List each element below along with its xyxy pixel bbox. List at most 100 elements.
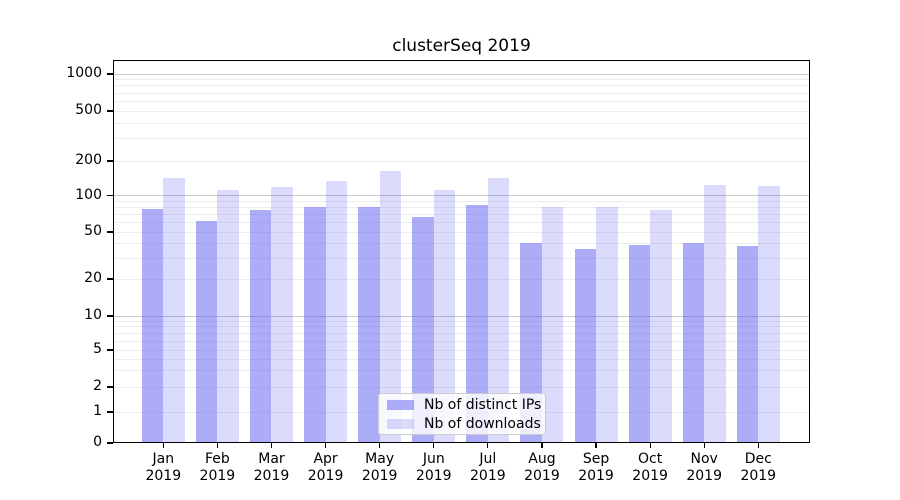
bar-downloads-oct xyxy=(650,210,672,443)
bar-downloads-feb xyxy=(217,189,239,443)
xtick-mark-jul xyxy=(487,443,489,448)
ytick-label-2: 2 xyxy=(93,378,102,394)
bar-distinct-ips-oct xyxy=(628,244,651,443)
ytick-label-50: 50 xyxy=(84,223,102,239)
ytick-mark-100 xyxy=(107,195,113,197)
legend-swatch-downloads xyxy=(387,418,414,429)
bar-distinct-ips-jan xyxy=(141,208,164,443)
ytick-label-1: 1 xyxy=(93,403,102,419)
ytick-label-20: 20 xyxy=(84,270,102,286)
ytick-mark-5 xyxy=(107,349,113,351)
xtick-mark-mar xyxy=(270,443,273,448)
legend-row-distinct-ips: Nb of distinct IPs xyxy=(387,397,541,413)
bar-distinct-ips-mar xyxy=(249,210,272,443)
minor-gridline-400 xyxy=(113,122,810,124)
xtick-label-may: May 2019 xyxy=(361,451,398,484)
xtick-mark-may xyxy=(379,443,381,448)
ytick-mark-1 xyxy=(107,411,113,413)
minor-gridline-4 xyxy=(113,358,810,360)
bar-distinct-ips-sep xyxy=(574,248,597,443)
xtick-label-jul: Jul 2019 xyxy=(470,451,506,484)
major-gridline-1000 xyxy=(113,73,810,75)
ytick-label-0: 0 xyxy=(93,434,102,450)
ytick-mark-0 xyxy=(107,442,113,444)
ytick-mark-1000 xyxy=(107,73,113,75)
minor-gridline-3 xyxy=(113,370,810,372)
legend-swatch-distinct-ips xyxy=(387,399,414,410)
xtick-label-jan: Jan 2019 xyxy=(145,451,182,484)
bar-downloads-jun xyxy=(433,189,456,443)
bar-distinct-ips-feb xyxy=(195,220,218,443)
minor-gridline-5 xyxy=(113,349,810,351)
minor-gridline-60 xyxy=(113,221,810,223)
major-gridline-10 xyxy=(113,315,810,317)
minor-gridline-900 xyxy=(113,79,810,81)
minor-gridline-600 xyxy=(113,100,810,102)
major-gridline-100 xyxy=(113,195,810,197)
bar-downloads-sep xyxy=(596,207,618,443)
bar-downloads-apr xyxy=(325,180,348,443)
ytick-label-10: 10 xyxy=(84,307,102,323)
minor-gridline-80 xyxy=(113,206,810,208)
xtick-mark-apr xyxy=(324,443,327,448)
xtick-label-oct: Oct 2019 xyxy=(632,451,668,484)
ytick-mark-10 xyxy=(107,315,113,317)
minor-gridline-40 xyxy=(113,242,810,244)
xtick-mark-oct xyxy=(649,443,651,448)
minor-gridline-70 xyxy=(113,213,810,215)
minor-gridline-300 xyxy=(113,138,810,140)
bar-distinct-ips-dec xyxy=(736,246,759,443)
xtick-label-sep: Sep 2019 xyxy=(578,451,614,484)
xtick-mark-sep xyxy=(595,443,597,448)
bar-downloads-may xyxy=(379,170,402,443)
xtick-label-nov: Nov 2019 xyxy=(686,451,722,484)
bar-downloads-aug xyxy=(541,207,564,443)
minor-gridline-2 xyxy=(113,386,810,388)
ytick-label-100: 100 xyxy=(75,186,102,203)
minor-gridline-30 xyxy=(113,257,810,259)
legend-label-distinct-ips: Nb of distinct IPs xyxy=(424,396,542,413)
minor-gridline-50 xyxy=(113,231,810,233)
ytick-mark-2 xyxy=(107,386,113,388)
bar-distinct-ips-may xyxy=(358,207,380,443)
bar-downloads-dec xyxy=(758,185,780,443)
ytick-label-200: 200 xyxy=(75,152,102,168)
bar-distinct-ips-jun xyxy=(412,217,434,443)
xtick-label-dec: Dec 2019 xyxy=(740,451,777,484)
minor-gridline-20 xyxy=(113,278,810,280)
minor-gridline-6 xyxy=(113,340,810,342)
bar-downloads-mar xyxy=(271,187,293,443)
minor-gridline-9 xyxy=(113,320,810,322)
bar-distinct-ips-apr xyxy=(304,207,326,443)
bar-downloads-jul xyxy=(487,177,510,443)
minor-gridline-700 xyxy=(113,92,810,94)
xtick-mark-dec xyxy=(757,443,759,448)
xtick-label-feb: Feb 2019 xyxy=(199,451,236,484)
legend-label-downloads: Nb of downloads xyxy=(424,415,541,432)
xtick-mark-jun xyxy=(433,443,435,448)
minor-gridline-7 xyxy=(113,332,810,334)
xtick-label-mar: Mar 2019 xyxy=(253,451,290,484)
ytick-label-5: 5 xyxy=(93,341,102,357)
bar-distinct-ips-nov xyxy=(682,243,705,443)
legend: Nb of distinct IPs Nb of downloads xyxy=(378,393,546,435)
xtick-mark-jan xyxy=(162,443,164,448)
ytick-mark-50 xyxy=(107,231,113,233)
ytick-label-1000: 1000 xyxy=(66,65,102,81)
bar-downloads-jan xyxy=(163,178,185,443)
minor-gridline-8 xyxy=(113,326,810,328)
xtick-mark-feb xyxy=(216,443,218,448)
chart-title: clusterSeq 2019 xyxy=(392,36,531,56)
xtick-label-aug: Aug 2019 xyxy=(524,451,560,484)
xtick-label-jun: Jun 2019 xyxy=(415,451,452,484)
ytick-mark-200 xyxy=(107,160,113,162)
ytick-label-500: 500 xyxy=(75,102,102,118)
minor-gridline-500 xyxy=(113,110,810,112)
xtick-mark-aug xyxy=(541,443,543,448)
minor-gridline-200 xyxy=(113,160,810,162)
xtick-label-apr: Apr 2019 xyxy=(307,451,344,484)
minor-gridline-90 xyxy=(113,200,810,202)
xtick-mark-nov xyxy=(703,443,705,448)
legend-row-downloads: Nb of downloads xyxy=(387,416,541,432)
